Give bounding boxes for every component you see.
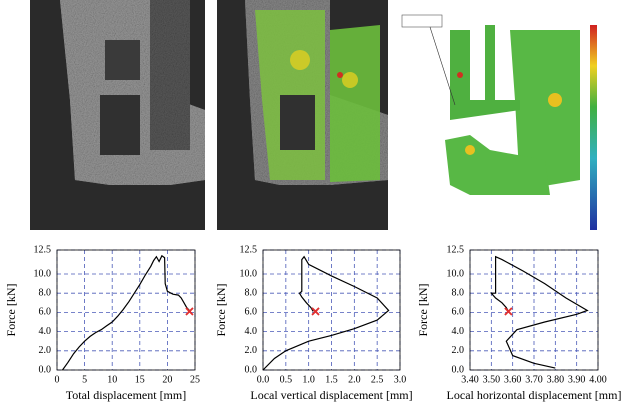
y-tick-label: 12.5 [34,244,52,255]
x-tick-label: 10 [107,374,117,385]
y-tick-label: 10.0 [34,268,52,279]
x-tick-label: 0.5 [280,374,293,385]
x-tick-label: 3.50 [483,374,501,385]
marker [186,308,193,315]
photo-speckle [30,0,205,230]
x-tick-label: 1.0 [302,374,315,385]
y-tick-label: 0.0 [39,364,52,375]
y-tick-label: 4.0 [39,326,52,337]
x-tick-label: 0 [55,374,60,385]
y-tick-label: 2.0 [39,345,52,356]
y-tick-label: 12.5 [447,244,465,255]
y-tick-label: 8.0 [452,287,465,298]
x-tick-label: 3.70 [525,374,543,385]
x-axis-label: Local vertical displacement [mm] [250,388,412,402]
x-tick-label: 0.0 [257,374,270,385]
x-tick-label: 2.5 [371,374,384,385]
y-axis-label: Force [kN] [4,284,18,337]
y-tick-label: 2.0 [452,345,465,356]
dic-map [400,0,610,230]
y-tick-label: 8.0 [39,287,52,298]
data-line [63,256,190,370]
x-tick-label: 15 [135,374,145,385]
y-tick-label: 2.0 [245,345,258,356]
x-axis-label: Local horizontal displacement [mm] [447,388,622,402]
x-tick-label: 3.0 [394,374,407,385]
y-tick-label: 6.0 [245,307,258,318]
y-tick-label: 6.0 [452,307,465,318]
x-tick-label: 20 [162,374,172,385]
plot-frame [57,250,195,370]
x-tick-label: 3.90 [568,374,586,385]
y-tick-label: 4.0 [452,326,465,337]
x-tick-label: 1.5 [325,374,338,385]
x-axis-label: Total displacement [mm] [66,388,186,402]
figure: 0.0 2.0 4.0 6.0 8.0 10.0 12.5 0 5 10 15 20 25 Total d… [0,0,633,406]
y-tick-label: 10.0 [447,268,465,279]
y-tick-label: 12.5 [240,244,258,255]
x-tick-label: 5 [82,374,87,385]
x-tick-label: 3.60 [504,374,522,385]
charts: 0.0 2.0 4.0 6.0 8.0 10.0 12.5 0 5 10 15 20 25 Total d… [4,244,622,401]
y-tick-label: 0.0 [245,364,258,375]
y-axis-label: Force [kN] [416,284,430,337]
y-tick-label: 6.0 [39,307,52,318]
x-tick-label: 3.80 [547,374,565,385]
photo-strain-overlay [217,0,388,230]
y-tick-label: 8.0 [245,287,258,298]
y-axis-label: Force [kN] [214,284,228,337]
x-tick-label: 25 [190,374,200,385]
x-tick-label: 4.00 [589,374,607,385]
y-tick-label: 10.0 [240,268,258,279]
x-tick-label: 2.0 [348,374,361,385]
y-tick-label: 4.0 [245,326,258,337]
x-tick-label: 3.40 [461,374,479,385]
marker [505,308,512,315]
